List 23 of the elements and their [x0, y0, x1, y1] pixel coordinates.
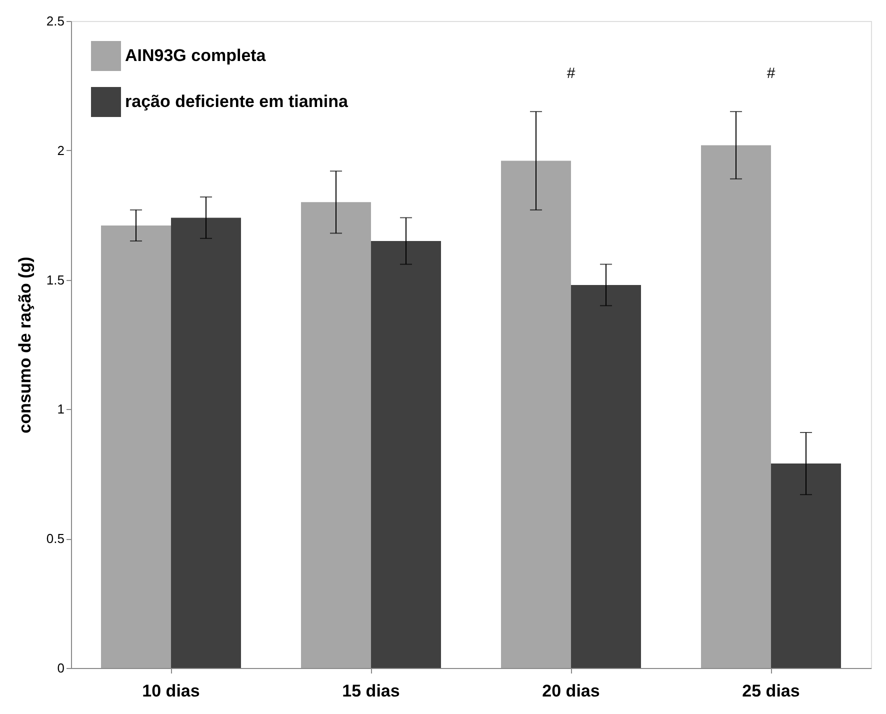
- bar: [301, 202, 371, 668]
- x-tick-label: 25 dias: [742, 682, 800, 700]
- bar: [371, 240, 441, 668]
- annotation: #: [566, 65, 576, 82]
- annotation: #: [766, 65, 776, 82]
- bar: [501, 160, 571, 668]
- bar: [571, 284, 641, 668]
- bar: [171, 218, 241, 668]
- x-tick-label: 20 dias: [542, 682, 600, 700]
- y-tick-label: 1: [57, 402, 64, 417]
- y-tick-label: 1.5: [46, 272, 64, 288]
- y-tick-label: 0.5: [46, 531, 64, 546]
- bar: [771, 464, 841, 668]
- y-tick-label: 2: [57, 142, 64, 158]
- x-tick-label: 15 dias: [342, 682, 400, 700]
- legend-label: ração deficiente em tiamina: [125, 92, 349, 111]
- y-tick-label: 2.5: [46, 14, 64, 28]
- bar: [101, 225, 171, 668]
- bar: [701, 145, 771, 668]
- y-tick-label: 0: [57, 660, 64, 676]
- y-axis-title: consumo de ração (g): [15, 256, 34, 434]
- x-tick-label: 10 dias: [142, 682, 200, 700]
- legend-label: AIN93G completa: [125, 46, 266, 65]
